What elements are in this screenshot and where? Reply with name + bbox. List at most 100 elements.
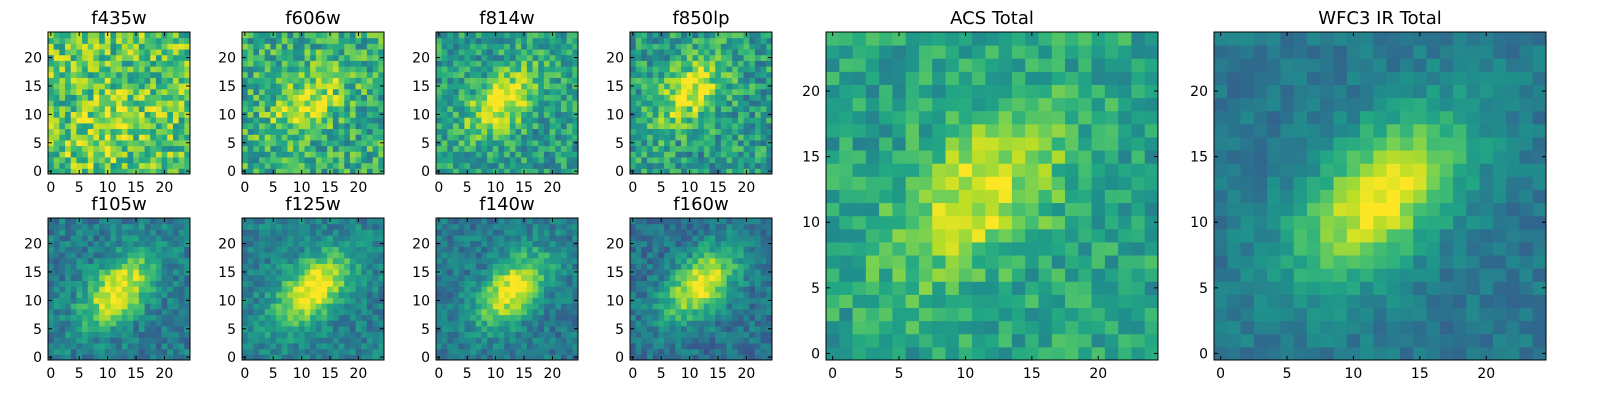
y-tick-label: 20 [412, 51, 430, 67]
heatmap-cell [338, 37, 345, 44]
heatmap-cell [526, 308, 534, 316]
heatmap-cell [133, 303, 140, 310]
heatmap-cell [492, 111, 499, 118]
heatmap-cell [549, 122, 556, 130]
heatmap-cell [287, 139, 294, 147]
heatmap-cell [372, 134, 379, 141]
heatmap-cell [635, 291, 642, 299]
heatmap-cell [504, 128, 511, 135]
heatmap-cell [749, 337, 756, 344]
heatmap-cell [509, 337, 517, 344]
heatmap-cell [82, 100, 89, 107]
heatmap-cell [53, 156, 60, 164]
heatmap-cell [538, 235, 545, 242]
heatmap-cell [150, 151, 157, 158]
heatmap-cell [652, 291, 659, 299]
heatmap-cell [344, 280, 351, 287]
heatmap-cell [698, 139, 705, 147]
heatmap-cell [247, 71, 254, 78]
heatmap-cell [310, 297, 317, 304]
heatmap-cell [378, 280, 385, 287]
heatmap-cell [70, 100, 77, 107]
heatmap-cell [344, 71, 351, 78]
heatmap-cell [133, 105, 140, 113]
heatmap-cell [270, 83, 277, 90]
heatmap-cell [293, 151, 300, 158]
heatmap-cell [652, 297, 659, 304]
heatmap-cell [555, 77, 562, 84]
heatmap-cell [458, 151, 465, 158]
heatmap-cell [70, 134, 77, 141]
heatmap-cell [242, 37, 249, 44]
heatmap-cell [754, 43, 762, 50]
heatmap-cell [315, 269, 323, 276]
heatmap-cell [441, 257, 448, 264]
heatmap-cell [116, 37, 123, 44]
heatmap-cell [720, 100, 728, 107]
heatmap-cell [355, 49, 362, 56]
heatmap-cell [287, 229, 294, 236]
heatmap-cell [53, 320, 60, 327]
heatmap-cell [344, 274, 351, 281]
heatmap-cell [743, 156, 750, 164]
heatmap-cell [315, 331, 323, 338]
heatmap-cell [315, 246, 323, 253]
heatmap-cell [538, 117, 545, 124]
heatmap-cell [515, 218, 522, 225]
heatmap-cell [332, 156, 340, 164]
heatmap-cell [686, 342, 693, 350]
heatmap-cell [669, 117, 676, 124]
heatmap-cell [487, 37, 494, 44]
heatmap-cell [635, 111, 642, 118]
heatmap-cell [247, 83, 254, 90]
heatmap-cell [344, 128, 351, 135]
heatmap-cell [470, 235, 477, 242]
heatmap-cell [53, 291, 60, 299]
heatmap-cell [138, 100, 146, 107]
heatmap-cell [161, 280, 168, 287]
heatmap-cell [760, 134, 767, 141]
heatmap-cell [464, 348, 471, 355]
heatmap-cell [532, 286, 539, 293]
heatmap-cell [161, 88, 168, 95]
heatmap-cell [447, 342, 454, 350]
heatmap-cell [281, 223, 288, 230]
heatmap-cell [344, 43, 351, 50]
heatmap-cell [161, 134, 168, 141]
heatmap-cell [641, 134, 648, 141]
heatmap-cell [709, 117, 716, 124]
heatmap-cell [110, 325, 117, 333]
heatmap-cell [247, 139, 254, 147]
heatmap-cell [361, 94, 368, 101]
heatmap-cell [99, 297, 106, 304]
heatmap-cell [766, 331, 773, 338]
heatmap-cell [172, 145, 180, 152]
y-tick-label: 15 [412, 79, 430, 95]
heatmap-cell [681, 145, 688, 152]
heatmap-cell [560, 263, 568, 270]
heatmap-cell [276, 291, 283, 299]
heatmap-cell [349, 145, 357, 152]
heatmap-cell [549, 100, 556, 107]
heatmap-cell [652, 134, 659, 141]
heatmap-cell [509, 83, 517, 90]
heatmap-cell [538, 139, 545, 147]
heatmap-cell [53, 77, 60, 84]
heatmap-cell [572, 128, 579, 135]
heatmap-cell [686, 280, 693, 287]
heatmap-cell [321, 100, 328, 107]
heatmap-cell [298, 223, 305, 230]
heatmap-cell [436, 320, 443, 327]
heatmap-cell [732, 66, 739, 73]
heatmap-cell [144, 139, 151, 147]
heatmap-cell [378, 94, 385, 101]
heatmap-cell [259, 111, 266, 118]
heatmap-cell [498, 83, 505, 90]
heatmap-cell [737, 122, 745, 130]
heatmap-cell [743, 60, 750, 67]
heatmap-cell [338, 354, 345, 361]
heatmap-cell [458, 337, 465, 344]
heatmap-cell [737, 286, 745, 293]
heatmap-cell [361, 218, 368, 225]
heatmap-cell [566, 246, 573, 253]
